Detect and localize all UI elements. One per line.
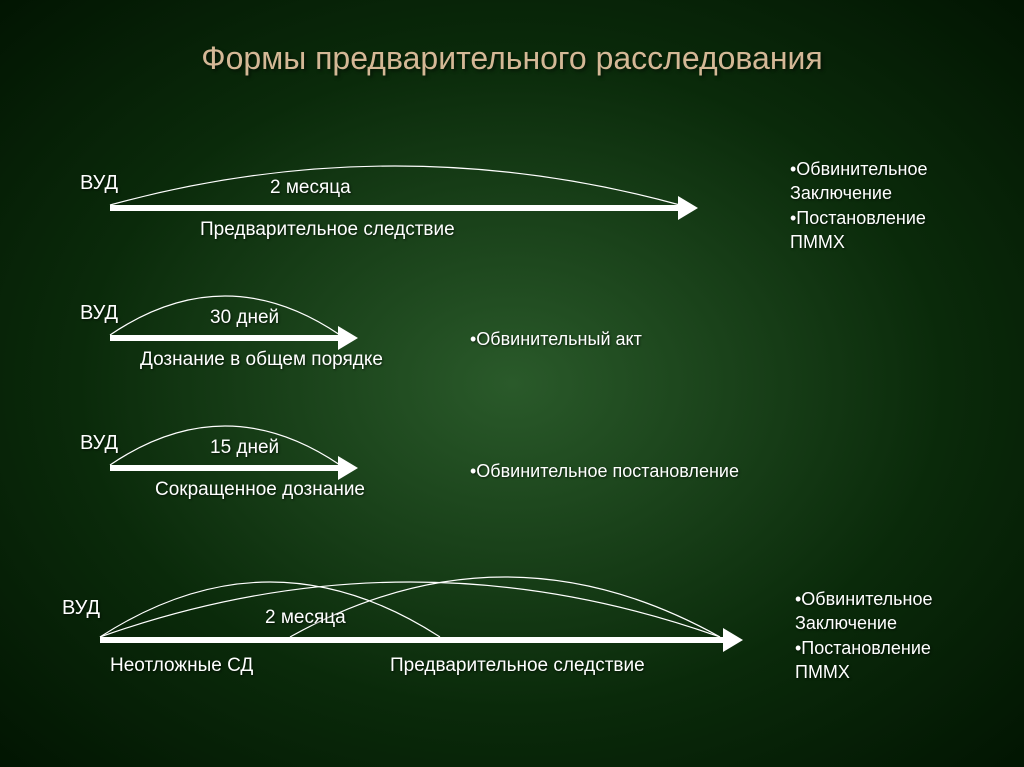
duration-4: 2 месяца (265, 607, 346, 629)
arrow-4 (100, 637, 725, 643)
arc-path-4-2 (290, 577, 720, 637)
sub-label-4a: Неотложные СД (110, 655, 253, 677)
sub-label-4b: Предварительное следствие (390, 655, 645, 677)
arc-path-4-1 (100, 582, 720, 637)
result-4: •ОбвинительноеЗаключение•ПостановлениеПМ… (795, 587, 933, 684)
diagram-container: ВУД 2 месяца Предварительное следствие •… (0, 97, 1024, 757)
page-title: Формы предварительного расследования (0, 0, 1024, 77)
